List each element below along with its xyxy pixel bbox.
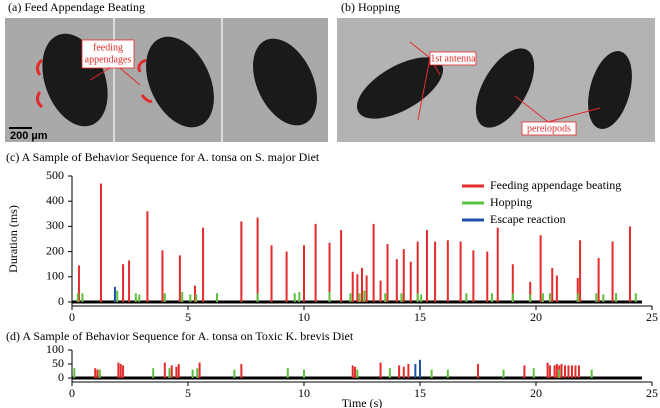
x-axis-label: Time (s): [342, 396, 383, 408]
legend-label: Escape reaction: [490, 212, 566, 226]
x-tick-label: 5: [185, 386, 191, 400]
scale-bar-label: 200 µm: [10, 130, 48, 142]
panel-title: (b) Hopping: [341, 0, 400, 14]
photo-a: [5, 18, 328, 142]
y-tick-label: 100: [46, 269, 64, 283]
x-tick-label: 0: [69, 386, 75, 400]
y-tick-label: 0: [58, 294, 64, 308]
x-tick-label: 15: [414, 310, 426, 324]
y-axis-label: Duration (ms): [6, 205, 20, 273]
y-tick-label: 100: [46, 342, 64, 356]
y-tick-label: 50: [52, 356, 64, 370]
legend-label: Feeding appendage beating: [490, 178, 621, 192]
annotation: 1st antenna: [430, 53, 476, 64]
y-tick-label: 0: [58, 370, 64, 384]
x-tick-label: 0: [69, 310, 75, 324]
y-tick-label: 300: [46, 218, 64, 232]
x-tick-label: 10: [298, 386, 310, 400]
chart-title: (d) A Sample of Behavior Sequence for A.…: [6, 329, 354, 343]
photo-b: [337, 18, 655, 142]
x-tick-label: 5: [185, 310, 191, 324]
annotation: pereiopods: [527, 123, 571, 134]
annotation: feeding: [93, 42, 123, 53]
chart-title: (c) A Sample of Behavior Sequence for A.…: [6, 150, 320, 164]
x-tick-label: 10: [298, 310, 310, 324]
x-tick-label: 20: [530, 386, 542, 400]
y-tick-label: 500: [46, 168, 64, 182]
annotation: appendages: [85, 54, 132, 65]
x-tick-label: 15: [414, 386, 426, 400]
legend-label: Hopping: [490, 195, 532, 209]
x-tick-label: 25: [646, 386, 658, 400]
y-tick-label: 200: [46, 243, 64, 257]
panel-title: (a) Feed Appendage Beating: [8, 0, 145, 14]
y-tick-label: 400: [46, 193, 64, 207]
x-tick-label: 20: [530, 310, 542, 324]
x-tick-label: 25: [646, 310, 658, 324]
